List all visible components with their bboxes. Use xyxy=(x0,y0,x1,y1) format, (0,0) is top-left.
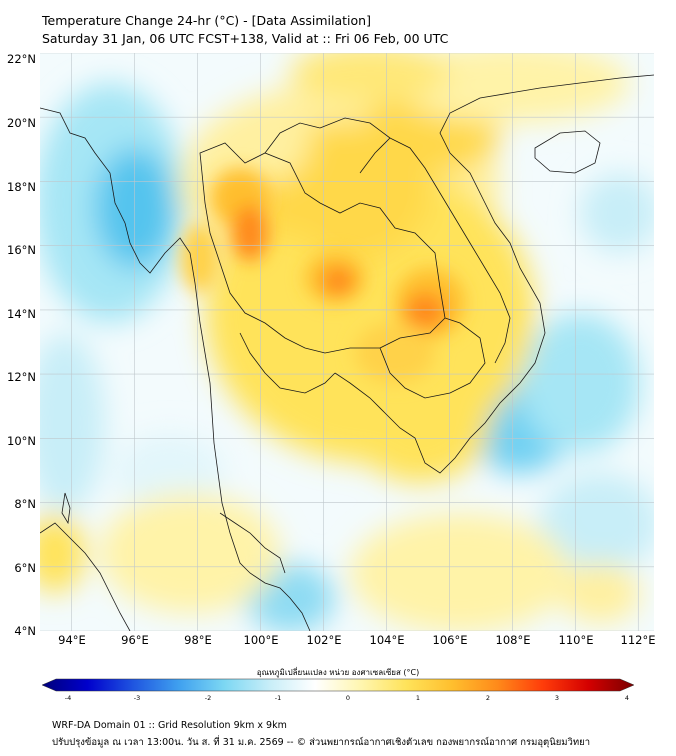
lon-label: 100°E xyxy=(243,633,279,647)
lon-label: 108°E xyxy=(495,633,531,647)
colorbar-tick: -4 xyxy=(64,694,72,702)
colorbar xyxy=(41,678,635,692)
lon-label: 104°E xyxy=(369,633,405,647)
lon-label: 98°E xyxy=(184,633,212,647)
colorbar-tick: -1 xyxy=(274,694,282,702)
lat-label: 20°N xyxy=(7,116,36,130)
lat-label: 10°N xyxy=(7,434,36,448)
lon-label: 96°E xyxy=(121,633,149,647)
colorbar-tick: 0 xyxy=(345,694,351,702)
lat-label: 4°N xyxy=(14,624,36,638)
coastline-and-borders xyxy=(40,74,654,631)
colorbar-gradient xyxy=(41,678,635,692)
lat-label: 14°N xyxy=(7,307,36,321)
lon-label: 112°E xyxy=(620,633,656,647)
lat-lon-grid xyxy=(40,53,654,631)
temperature-hotspots xyxy=(180,168,465,383)
lon-label: 102°E xyxy=(306,633,342,647)
lat-label: 8°N xyxy=(14,497,36,511)
temperature-change-map xyxy=(40,53,654,631)
lon-label: 110°E xyxy=(558,633,594,647)
lat-label: 18°N xyxy=(7,180,36,194)
colorbar-tick: 4 xyxy=(624,694,630,702)
colorbar-tick: 3 xyxy=(554,694,560,702)
lat-label: 12°N xyxy=(7,370,36,384)
map-subtitle: Saturday 31 Jan, 06 UTC FCST+138, Valid … xyxy=(42,31,449,46)
colorbar-tick: -2 xyxy=(204,694,212,702)
lat-label: 16°N xyxy=(7,243,36,257)
colorbar-tick: -3 xyxy=(133,694,141,702)
model-info: WRF-DA Domain 01 :: Grid Resolution 9km … xyxy=(52,720,287,731)
lon-label: 94°E xyxy=(58,633,86,647)
colorbar-tick: 2 xyxy=(485,694,491,702)
lon-label: 106°E xyxy=(432,633,468,647)
update-credit: ปรับปรุงข้อมูล ณ เวลา 13:00น. วัน ส. ที่… xyxy=(52,737,591,748)
map-title: Temperature Change 24-hr (°C) - [Data As… xyxy=(42,13,371,28)
colorbar-tick: 1 xyxy=(415,694,421,702)
lat-label: 22°N xyxy=(7,52,36,66)
lat-label: 6°N xyxy=(14,561,36,575)
colorbar-caption: อุณหภูมิเปลี่ยนแปลง หน่วย องศาเซลเซียส (… xyxy=(256,668,420,677)
